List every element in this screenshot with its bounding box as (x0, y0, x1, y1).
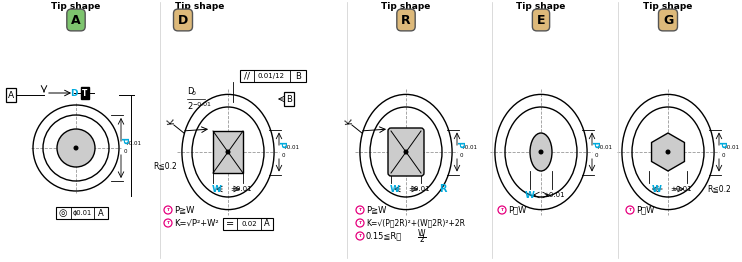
Text: 0: 0 (124, 149, 128, 154)
Text: P: P (717, 141, 726, 147)
Text: P: P (277, 141, 286, 147)
Text: 0.15≦R＜: 0.15≦R＜ (366, 232, 402, 241)
Text: Tip shape: Tip shape (516, 2, 565, 11)
Text: +0.01: +0.01 (722, 145, 739, 150)
Text: A: A (8, 90, 14, 100)
Text: Tip shape: Tip shape (175, 2, 225, 11)
Text: B: B (286, 95, 292, 103)
Bar (240, 70, 306, 83)
Text: D: D (70, 89, 78, 97)
Text: A: A (264, 219, 270, 228)
Text: //: // (244, 72, 250, 81)
Text: 0: 0 (192, 91, 196, 96)
Text: P＞W: P＞W (508, 205, 526, 215)
Text: ϕ0.01: ϕ0.01 (73, 210, 91, 216)
Polygon shape (651, 133, 684, 171)
Text: D: D (178, 14, 188, 26)
Text: W: W (525, 190, 535, 199)
Text: R≦0.2: R≦0.2 (153, 161, 177, 170)
Text: W: W (390, 184, 400, 194)
Text: W: W (212, 184, 222, 194)
Text: T: T (358, 208, 361, 212)
Text: +0.01: +0.01 (124, 141, 141, 146)
Text: T: T (358, 234, 361, 238)
Text: 0: 0 (722, 153, 726, 158)
Text: 0.02: 0.02 (241, 221, 257, 227)
Text: A: A (71, 14, 81, 26)
Circle shape (57, 129, 95, 167)
Text: Tip shape: Tip shape (381, 2, 430, 11)
Text: G: G (663, 14, 673, 26)
Text: +0.01: +0.01 (595, 145, 612, 150)
Text: P: P (455, 141, 464, 147)
Text: B: B (295, 72, 301, 81)
Text: R: R (439, 184, 447, 194)
Text: ±0.01: ±0.01 (408, 186, 430, 192)
Text: 0.01/12: 0.01/12 (257, 73, 284, 79)
Text: T: T (166, 208, 169, 212)
Text: T: T (166, 221, 169, 225)
Bar (213, 131, 243, 173)
Bar (56, 207, 108, 219)
Text: D: D (187, 87, 194, 96)
Circle shape (404, 150, 408, 154)
Text: 0: 0 (460, 153, 464, 158)
Text: K=√P²+W²: K=√P²+W² (174, 219, 219, 227)
Text: P≧W: P≧W (174, 205, 194, 215)
Text: P: P (589, 141, 599, 147)
Text: ±0.01: ±0.01 (670, 186, 692, 192)
Text: +0.01: +0.01 (460, 145, 477, 150)
Circle shape (74, 146, 78, 150)
Text: A: A (98, 209, 104, 217)
Text: K: K (166, 118, 176, 124)
Text: ±0.01: ±0.01 (543, 192, 565, 198)
Text: R: R (401, 14, 411, 26)
Text: Tip shape: Tip shape (643, 2, 693, 11)
Text: T: T (501, 208, 504, 212)
Ellipse shape (530, 133, 552, 171)
Text: −0.01: −0.01 (192, 102, 211, 107)
Text: E: E (536, 14, 545, 26)
Text: 0: 0 (282, 153, 286, 158)
Text: Tip shape: Tip shape (51, 2, 101, 11)
Text: P≧W: P≧W (366, 205, 387, 215)
Text: +0.01: +0.01 (282, 145, 299, 150)
Text: 0: 0 (595, 153, 599, 158)
Circle shape (539, 150, 543, 154)
Text: ◎: ◎ (59, 208, 68, 218)
Circle shape (666, 150, 670, 154)
Text: P＞W: P＞W (636, 205, 654, 215)
Text: K=√(P－2R)²+(W－2R)²+2R: K=√(P－2R)²+(W－2R)²+2R (366, 219, 465, 227)
Text: P: P (119, 137, 128, 143)
Text: T: T (358, 221, 361, 225)
Text: R≦0.2: R≦0.2 (707, 184, 731, 194)
Text: =: = (226, 219, 234, 229)
Circle shape (226, 150, 230, 154)
Text: ±0.01: ±0.01 (230, 186, 252, 192)
Text: W: W (652, 184, 662, 194)
Bar (223, 218, 273, 230)
Text: K: K (344, 118, 354, 124)
Text: T: T (628, 208, 631, 212)
Text: 2: 2 (187, 102, 192, 111)
Text: 2: 2 (420, 236, 424, 244)
Text: W: W (418, 230, 425, 238)
Text: T: T (82, 89, 88, 97)
FancyBboxPatch shape (388, 128, 424, 176)
